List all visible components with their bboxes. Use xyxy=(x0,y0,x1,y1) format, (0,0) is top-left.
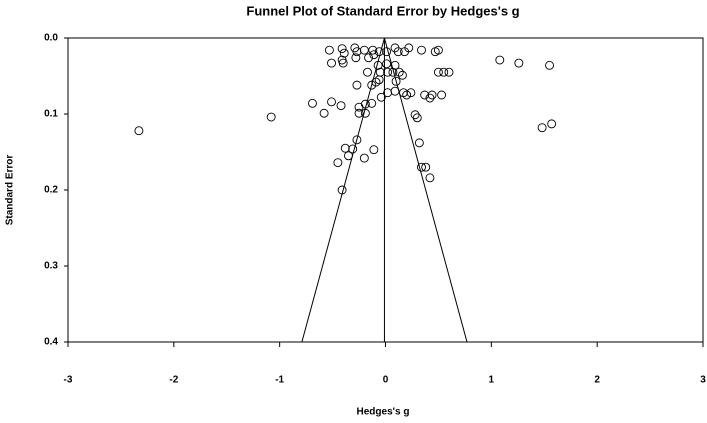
study-point xyxy=(406,88,416,98)
study-point xyxy=(359,45,369,55)
y-tick-label: 0.4 xyxy=(44,337,58,348)
study-point xyxy=(547,119,557,129)
study-point xyxy=(390,43,400,53)
study-point xyxy=(364,53,374,63)
study-point xyxy=(417,45,426,55)
study-point xyxy=(308,98,317,108)
study-point xyxy=(352,80,362,90)
study-point xyxy=(360,99,370,109)
study-point xyxy=(360,108,370,118)
study-point xyxy=(363,67,372,77)
study-point xyxy=(336,101,346,111)
study-point xyxy=(371,77,381,87)
study-point xyxy=(339,48,349,58)
study-point xyxy=(354,108,364,118)
study-point xyxy=(373,60,383,70)
study-point xyxy=(374,75,384,85)
y-tick-label: 0.0 xyxy=(44,33,58,44)
study-point xyxy=(351,53,361,63)
study-point xyxy=(410,110,420,120)
study-point xyxy=(425,93,435,103)
study-point xyxy=(514,58,524,68)
study-point xyxy=(134,126,144,136)
study-point xyxy=(414,138,424,148)
study-point xyxy=(495,55,505,65)
study-point xyxy=(374,47,384,57)
study-point xyxy=(388,67,398,77)
study-point xyxy=(444,67,454,77)
y-tick-label: 0.2 xyxy=(44,185,58,196)
study-point xyxy=(337,185,347,195)
study-point xyxy=(545,60,554,70)
x-tick-label: -3 xyxy=(64,375,73,386)
study-point xyxy=(404,43,414,53)
study-point xyxy=(324,45,334,55)
plot-frame xyxy=(67,37,704,343)
study-point xyxy=(376,92,386,102)
study-point xyxy=(369,145,379,155)
study-point xyxy=(327,58,336,68)
funnel-edge xyxy=(383,37,468,343)
study-point xyxy=(333,158,343,168)
study-point xyxy=(397,70,407,80)
x-tick-label: 3 xyxy=(700,375,706,386)
study-point xyxy=(369,50,379,60)
study-point xyxy=(421,162,431,172)
study-point xyxy=(427,90,437,100)
y-tick-label: 0.3 xyxy=(44,261,58,272)
study-point xyxy=(382,59,392,69)
x-tick-label: 0 xyxy=(383,375,389,386)
study-point xyxy=(433,67,443,77)
study-point xyxy=(338,58,348,68)
study-point xyxy=(425,173,435,183)
study-point xyxy=(433,45,443,55)
x-tick-label: -1 xyxy=(275,375,284,386)
study-point xyxy=(390,60,400,70)
study-point xyxy=(340,143,350,153)
study-point xyxy=(437,90,447,100)
study-point xyxy=(399,88,408,98)
study-point xyxy=(375,67,385,77)
study-point xyxy=(394,67,404,77)
study-point xyxy=(352,135,362,145)
study-point xyxy=(390,86,400,96)
study-point xyxy=(537,123,547,133)
study-point xyxy=(383,67,393,77)
study-point xyxy=(348,144,358,154)
chart-title: Funnel Plot of Standard Error by Hedges'… xyxy=(246,3,519,18)
study-point xyxy=(337,44,347,54)
study-point xyxy=(412,113,422,123)
x-tick-label: -2 xyxy=(169,375,178,386)
x-tick-label: 2 xyxy=(594,375,600,386)
study-point xyxy=(367,98,377,108)
study-point xyxy=(344,151,353,161)
study-point xyxy=(382,47,392,57)
x-axis-title: Hedges's g xyxy=(357,407,410,418)
study-point xyxy=(368,45,378,55)
study-point xyxy=(420,90,430,100)
study-point xyxy=(402,90,412,100)
study-point xyxy=(391,76,401,86)
study-point xyxy=(417,162,426,172)
study-point xyxy=(266,112,276,122)
study-point xyxy=(319,108,329,118)
x-tick-label: 1 xyxy=(489,375,495,386)
study-point xyxy=(327,97,336,107)
study-point xyxy=(359,153,369,163)
y-axis-title: Standard Error xyxy=(5,155,16,226)
study-point xyxy=(439,67,449,77)
y-tick-label: 0.1 xyxy=(44,109,58,120)
